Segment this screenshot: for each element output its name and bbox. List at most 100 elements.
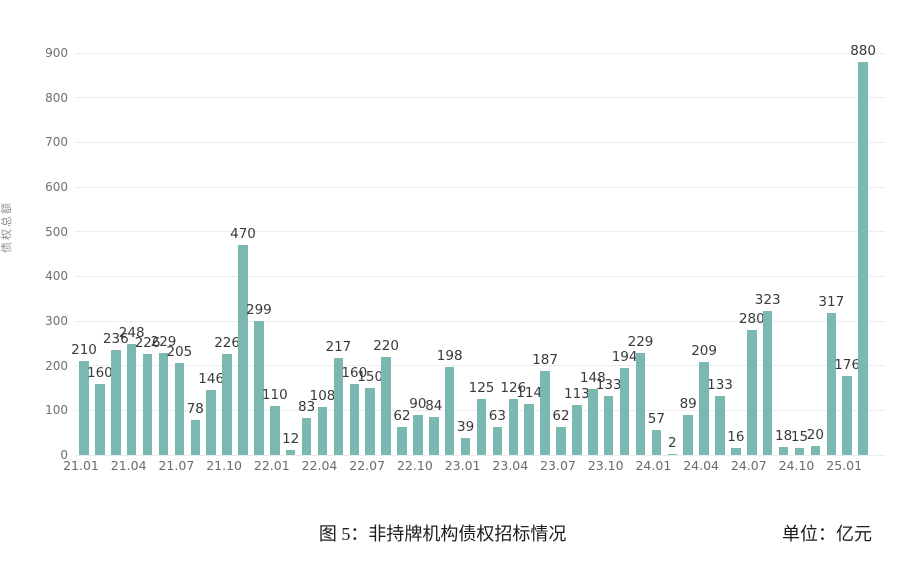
gridline (75, 52, 885, 54)
x-axis-tick-label: 22.10 (396, 458, 433, 473)
bar-value-label: 470 (230, 226, 256, 243)
bar-value-label: 114 (516, 385, 543, 402)
bar-24.09 (778, 446, 789, 455)
bar-22.03 (301, 417, 312, 455)
gridline (75, 275, 885, 277)
bar-22.05 (333, 358, 344, 455)
bar-value-label: 84 (425, 398, 443, 415)
bar-value-label: 150 (357, 369, 384, 385)
bar-22.06 (349, 383, 360, 455)
chart-caption-title: 图 5：非持牌机构债权招标情况 (318, 524, 567, 544)
x-axis-tick-label: 25.01 (826, 458, 863, 473)
bar-value-label: 18 (775, 427, 793, 444)
x-axis-tick-label: 24.01 (635, 458, 672, 473)
bar-21.12 (254, 321, 264, 455)
x-axis-tick-label: 22.01 (253, 458, 290, 473)
bar-25.02 (858, 61, 868, 455)
x-axis-tick-label: 23.04 (492, 458, 529, 473)
bar-23.10 (603, 395, 614, 455)
bar-value-label: 160 (87, 364, 113, 381)
bar-21.07 (174, 363, 185, 455)
chart-caption-row: 图 5：非持牌机构债权招标情况 单位：亿元 (0, 520, 900, 550)
bar-24.01 (651, 429, 662, 455)
gridline (75, 97, 885, 99)
bar-21.11 (238, 245, 248, 455)
x-axis-tick-label: 23.07 (540, 458, 576, 473)
bar-value-label: 20 (806, 427, 824, 444)
y-axis-title: 债权总额 (0, 201, 13, 253)
bar-value-label: 110 (261, 386, 288, 403)
y-axis-tick-label: 300 (45, 314, 68, 328)
bar-value-label: 78 (186, 401, 204, 418)
y-axis-tick-label: 600 (45, 180, 68, 194)
y-axis-tick-label: 100 (45, 403, 68, 418)
bar-value-label: 113 (564, 385, 590, 402)
bar-value-label: 12 (282, 430, 300, 447)
bar-23.03 (492, 426, 503, 455)
bar-value-label: 229 (627, 333, 654, 350)
bar-value-label: 187 (532, 352, 558, 369)
bar-21.09 (206, 389, 216, 455)
y-axis-tick-label: 0 (60, 448, 68, 462)
y-axis-tick-label: 700 (45, 135, 68, 150)
x-axis-tick-label: 24.07 (730, 458, 767, 473)
bar-22.09 (397, 427, 407, 455)
x-axis-tick-label: 24.10 (778, 458, 815, 473)
gridline (75, 231, 885, 233)
bar-21.04 (126, 344, 137, 455)
bar-23.02 (476, 399, 487, 455)
bar-22.02 (285, 449, 296, 455)
bar-value-label: 209 (691, 342, 717, 359)
gridline (75, 320, 885, 322)
y-axis-tick-label: 400 (45, 269, 68, 284)
bar-value-label: 236 (102, 330, 129, 347)
gridline (75, 141, 885, 143)
x-axis-tick-label: 23.10 (587, 458, 624, 473)
bar-value-label: 62 (393, 408, 411, 425)
bar-value-label: 323 (754, 291, 781, 308)
bar-23.06 (540, 371, 550, 455)
bar-24.02 (667, 454, 678, 455)
bar-value-label: 210 (71, 342, 97, 359)
bar-23.12 (635, 352, 646, 455)
bar-value-label: 194 (611, 349, 638, 366)
bar-23.11 (619, 368, 630, 455)
bar-value-label: 248 (118, 325, 145, 342)
bar-23.01 (460, 437, 471, 455)
y-axis-tick-label: 200 (45, 358, 68, 373)
bar-value-label: 15 (790, 429, 809, 446)
bar-25.01 (842, 376, 852, 455)
bar-24.10 (794, 448, 805, 455)
bar-value-label: 63 (488, 407, 506, 424)
bar-value-label: 125 (468, 380, 495, 397)
bar-22.11 (429, 417, 439, 455)
bar-value-label: 90 (409, 395, 427, 412)
bar-21.05 (142, 354, 153, 455)
bar-23.07 (556, 427, 566, 455)
bar-22.08 (381, 356, 391, 455)
bar-value-label: 176 (834, 357, 861, 374)
bar-value-label: 226 (214, 335, 240, 352)
bar-value-label: 39 (457, 418, 475, 435)
bar-22.12 (444, 366, 455, 455)
bar-21.06 (158, 352, 169, 455)
bar-21.08 (190, 420, 201, 455)
bar-value-label: 2 (668, 435, 677, 451)
x-axis-tick-label: 21.01 (63, 458, 99, 473)
bar-23.08 (572, 404, 582, 455)
chart-unit-label: 单位：亿元 (782, 524, 872, 544)
bar-21.01 (79, 361, 89, 455)
x-axis-tick-label: 21.10 (206, 458, 242, 473)
x-axis-tick-label: 22.04 (301, 458, 338, 473)
bar-value-label: 133 (707, 376, 733, 393)
bar-value-label: 148 (579, 369, 606, 386)
bar-value-label: 146 (198, 370, 225, 387)
bar-value-label: 205 (166, 344, 193, 361)
bar-24.07 (747, 329, 757, 455)
bar-value-label: 198 (436, 347, 463, 364)
bar-23.05 (524, 404, 534, 455)
bar-value-label: 83 (298, 398, 316, 415)
bar-24.05 (715, 395, 725, 455)
bar-23.09 (588, 388, 598, 455)
